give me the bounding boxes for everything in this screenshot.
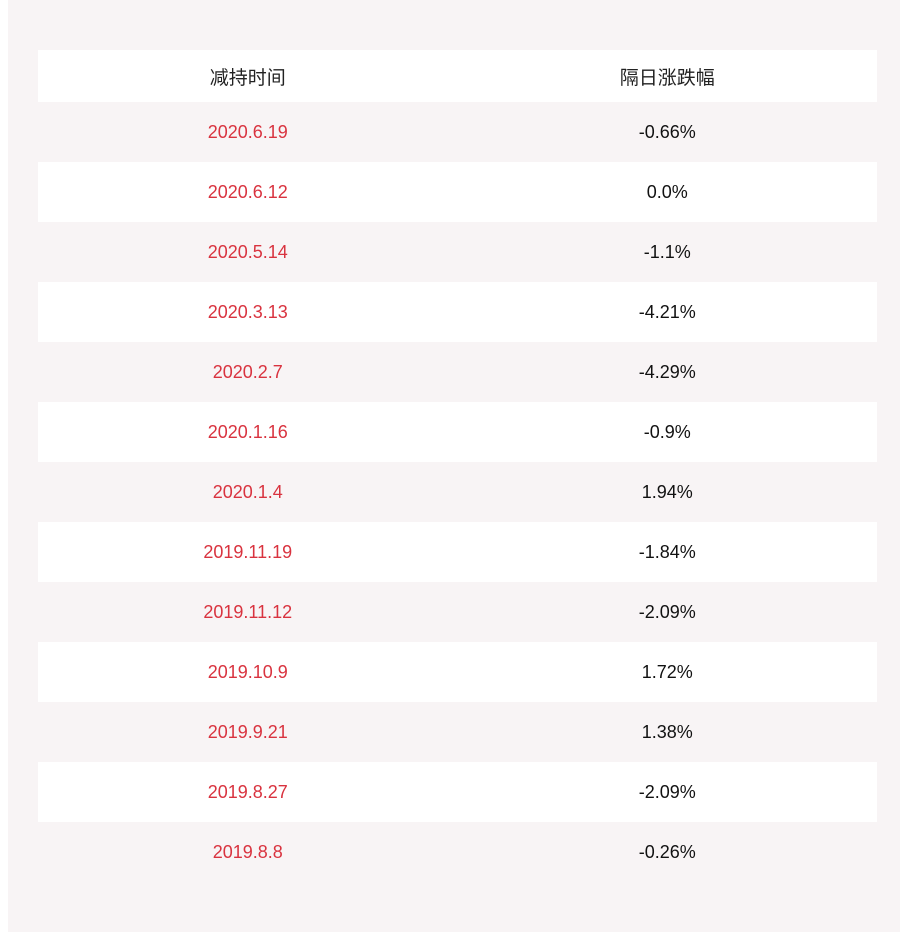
reduction-date: 2020.3.13 xyxy=(207,301,288,322)
reduction-date: 2020.1.16 xyxy=(207,421,288,442)
next-day-change: 0.0% xyxy=(646,181,688,202)
reduction-date: 2019.11.12 xyxy=(203,601,293,622)
reduction-date: 2019.11.19 xyxy=(203,541,293,562)
next-day-change: -4.21% xyxy=(638,301,696,322)
next-day-change: 1.94% xyxy=(641,481,693,502)
table-row: 2020.6.12 0.0% xyxy=(38,162,877,222)
table-row: 2019.8.27 -2.09% xyxy=(38,762,877,822)
reduction-date: 2019.8.8 xyxy=(212,841,283,862)
next-day-change: -2.09% xyxy=(638,601,696,622)
table-header: 减持时间 隔日涨跌幅 xyxy=(38,50,877,102)
reduction-date: 2019.9.21 xyxy=(207,721,288,742)
table-row: 2020.6.19 -0.66% xyxy=(38,102,877,162)
table-row: 2020.3.13 -4.21% xyxy=(38,282,877,342)
next-day-change: -2.09% xyxy=(638,781,696,802)
reduction-date: 2020.6.19 xyxy=(207,121,288,142)
reduction-date: 2020.5.14 xyxy=(207,241,288,262)
next-day-change: -1.84% xyxy=(638,541,696,562)
table-row: 2019.11.19 -1.84% xyxy=(38,522,877,582)
table-card: 减持时间 隔日涨跌幅 2020.6.19 -0.66% 2020.6.12 0.0% 2… xyxy=(8,0,900,932)
reduction-date: 2020.2.7 xyxy=(212,361,283,382)
table-row: 2019.10.9 1.72% xyxy=(38,642,877,702)
table-row: 2019.9.21 1.38% xyxy=(38,702,877,762)
table-row: 2019.8.8 -0.26% xyxy=(38,822,877,882)
next-day-change: 1.38% xyxy=(641,721,693,742)
next-day-change: -4.29% xyxy=(638,361,696,382)
reduction-date: 2019.8.27 xyxy=(207,781,288,802)
table-row: 2020.5.14 -1.1% xyxy=(38,222,877,282)
header-reduction-time: 减持时间 xyxy=(209,66,286,89)
reduction-date: 2020.6.12 xyxy=(207,181,288,202)
next-day-change: -1.1% xyxy=(643,241,691,262)
table-row: 2020.2.7 -4.29% xyxy=(38,342,877,402)
next-day-change: 1.72% xyxy=(641,661,693,682)
next-day-change: -0.9% xyxy=(643,421,691,442)
reduction-date: 2019.10.9 xyxy=(207,661,288,682)
table-row: 2020.1.16 -0.9% xyxy=(38,402,877,462)
table-row: 2020.1.4 1.94% xyxy=(38,462,877,522)
next-day-change: -0.66% xyxy=(638,121,696,142)
reduction-table: 减持时间 隔日涨跌幅 2020.6.19 -0.66% 2020.6.12 0.0% 2… xyxy=(38,50,877,882)
reduction-date: 2020.1.4 xyxy=(212,481,283,502)
next-day-change: -0.26% xyxy=(638,841,696,862)
header-next-day-change: 隔日涨跌幅 xyxy=(619,66,715,89)
table-row: 2019.11.12 -2.09% xyxy=(38,582,877,642)
